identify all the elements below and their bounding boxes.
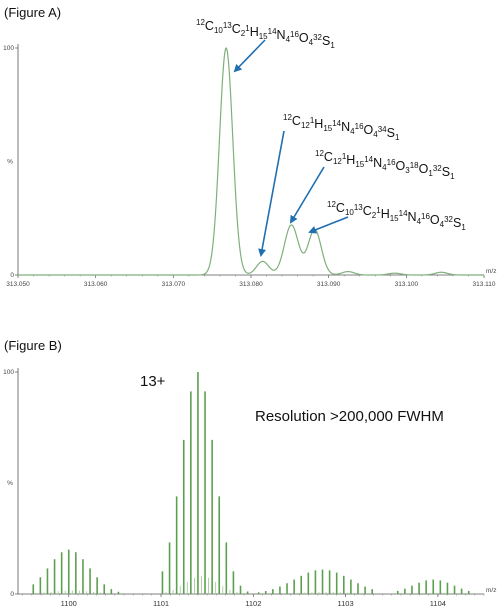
annotation-arrow xyxy=(233,39,266,73)
annotation-arrow xyxy=(308,216,349,234)
y-tick-label: 0 xyxy=(10,591,14,598)
x-tick-label: 1102 xyxy=(245,599,261,608)
figure-a: (Figure A) 313.050 313.060 313.070 313.080 3… xyxy=(3,5,496,288)
figure-b-x-label: m/z xyxy=(486,587,496,594)
x-tick-label: 313.070 xyxy=(162,281,186,288)
figure-a-x-ticks: 313.050 313.060 313.070 313.080 313.090 313.1… xyxy=(6,275,496,288)
x-tick-label: 313.090 xyxy=(317,281,341,288)
figure-b: (Figure B) 1100 1101 1102 1103 1104 0 100 % m… xyxy=(3,338,496,608)
formula-annotation: 12C121H1514N416O318O132S1 xyxy=(315,149,455,181)
y-tick-label: 100 xyxy=(3,369,14,376)
figure-a-x-label: m/z xyxy=(486,268,496,275)
x-tick-label: 313.050 xyxy=(6,281,30,288)
resolution-label: Resolution >200,000 FWHM xyxy=(255,408,444,425)
x-tick-label: 1104 xyxy=(430,599,446,608)
annotation-arrow xyxy=(258,130,285,257)
figure-a-label: (Figure A) xyxy=(4,5,61,20)
formula-annotation: 12C1013C21H1514N416O432S1 xyxy=(196,18,335,50)
figure-a-annotations: 12C1013C21H1514N416O432S1 12C121H1514N416… xyxy=(196,18,466,257)
figure-b-y-label: % xyxy=(7,480,13,487)
figure-b-peaks xyxy=(32,372,470,594)
figure-a-y-ticks: 0 100 xyxy=(3,45,18,279)
x-tick-label: 1101 xyxy=(153,599,169,608)
x-tick-label: 313.080 xyxy=(239,281,263,288)
formula-annotation: 12C121H1514N416O434S1 xyxy=(283,113,400,142)
x-tick-label: 1100 xyxy=(61,599,77,608)
figure-b-x-ticks: 1100 1101 1102 1103 1104 xyxy=(22,594,485,608)
y-tick-label: 100 xyxy=(3,45,14,52)
x-tick-label: 1103 xyxy=(338,599,354,608)
figure-a-spectrum-trace xyxy=(18,46,484,276)
figure-b-y-ticks: 0 100 xyxy=(3,369,18,598)
x-tick-label: 313.100 xyxy=(395,281,419,288)
x-tick-label: 313.110 xyxy=(472,281,495,288)
charge-state-label: 13+ xyxy=(140,373,166,390)
x-tick-label: 313.060 xyxy=(84,281,108,288)
figure-b-label: (Figure B) xyxy=(4,338,62,353)
figure-a-y-label: % xyxy=(7,159,13,166)
annotation-arrow xyxy=(289,166,325,224)
y-tick-label: 0 xyxy=(10,272,14,279)
formula-annotation: 12C1013C21H1514N416O432S1 xyxy=(327,200,466,232)
